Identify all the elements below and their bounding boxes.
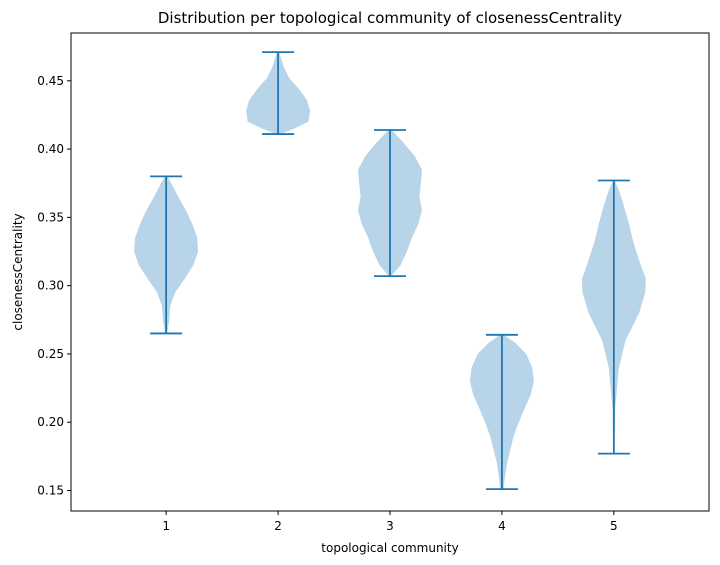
x-tick-label: 3	[386, 519, 394, 533]
x-tick-label: 2	[274, 519, 282, 533]
y-tick-label: 0.35	[37, 210, 64, 224]
y-axis-ticks: 0.15 0.20 0.25 0.30 0.35 0.40 0.45	[37, 74, 71, 498]
y-tick-label: 0.20	[37, 415, 64, 429]
x-axis-ticks: 1 2 3 4 5	[162, 511, 618, 533]
y-tick-label: 0.40	[37, 142, 64, 156]
y-tick-label: 0.45	[37, 74, 64, 88]
x-tick-label: 1	[162, 519, 170, 533]
violins-group	[134, 51, 646, 491]
y-tick-label: 0.15	[37, 484, 64, 498]
plot-frame	[70, 32, 710, 512]
y-tick-label: 0.25	[37, 347, 64, 361]
x-tick-label: 5	[610, 519, 618, 533]
chart-title: Distribution per topological community o…	[158, 9, 622, 27]
x-tick-label: 4	[498, 519, 506, 533]
y-tick-label: 0.30	[37, 279, 64, 293]
y-axis-label: closenessCentrality	[11, 213, 25, 330]
x-axis-label: topological community	[321, 541, 458, 555]
